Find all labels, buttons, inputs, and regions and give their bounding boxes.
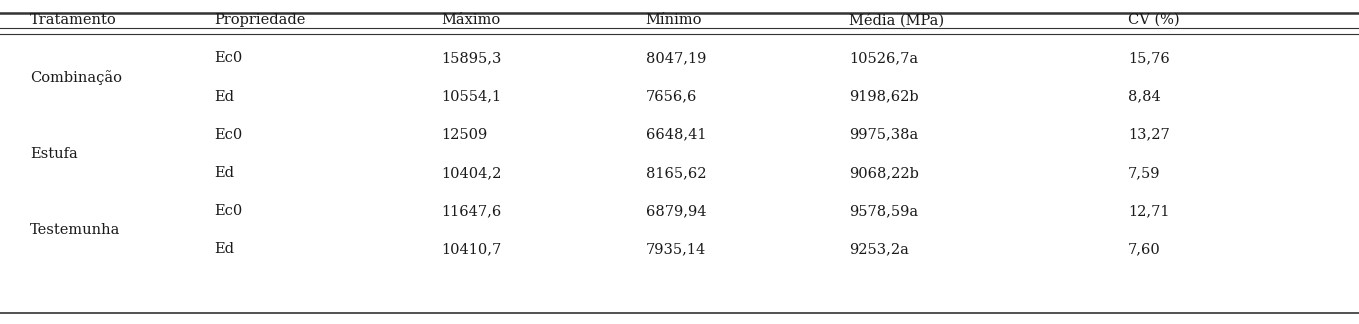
Text: 9975,38a: 9975,38a <box>849 128 919 142</box>
Text: Ed: Ed <box>215 89 235 104</box>
Text: 10410,7: 10410,7 <box>442 242 501 257</box>
Text: 7656,6: 7656,6 <box>646 89 697 104</box>
Text: Mínimo: Mínimo <box>646 13 703 27</box>
Text: 7935,14: 7935,14 <box>646 242 705 257</box>
Text: 9253,2a: 9253,2a <box>849 242 909 257</box>
Text: 12509: 12509 <box>442 128 488 142</box>
Text: Ed: Ed <box>215 166 235 180</box>
Text: Ec0: Ec0 <box>215 204 243 218</box>
Text: Propriedade: Propriedade <box>215 13 306 27</box>
Text: Estufa: Estufa <box>30 147 77 161</box>
Text: 10526,7a: 10526,7a <box>849 51 919 65</box>
Text: Combinação: Combinação <box>30 70 122 85</box>
Text: 6648,41: 6648,41 <box>646 128 707 142</box>
Text: 15895,3: 15895,3 <box>442 51 501 65</box>
Text: 9068,22b: 9068,22b <box>849 166 919 180</box>
Text: 8165,62: 8165,62 <box>646 166 707 180</box>
Text: 9198,62b: 9198,62b <box>849 89 919 104</box>
Text: Ec0: Ec0 <box>215 51 243 65</box>
Text: 9578,59a: 9578,59a <box>849 204 919 218</box>
Text: Máximo: Máximo <box>442 13 501 27</box>
Text: 15,76: 15,76 <box>1128 51 1170 65</box>
Text: 8047,19: 8047,19 <box>646 51 705 65</box>
Text: 10554,1: 10554,1 <box>442 89 501 104</box>
Text: 8,84: 8,84 <box>1128 89 1161 104</box>
Text: Ed: Ed <box>215 242 235 257</box>
Text: 11647,6: 11647,6 <box>442 204 501 218</box>
Text: 7,60: 7,60 <box>1128 242 1161 257</box>
Text: 10404,2: 10404,2 <box>442 166 501 180</box>
Text: 13,27: 13,27 <box>1128 128 1170 142</box>
Text: 7,59: 7,59 <box>1128 166 1161 180</box>
Text: Ec0: Ec0 <box>215 128 243 142</box>
Text: Tratamento: Tratamento <box>30 13 117 27</box>
Text: CV (%): CV (%) <box>1128 13 1180 27</box>
Text: Testemunha: Testemunha <box>30 223 121 237</box>
Text: 6879,94: 6879,94 <box>646 204 707 218</box>
Text: Média (MPa): Média (MPa) <box>849 13 945 27</box>
Text: 12,71: 12,71 <box>1128 204 1170 218</box>
